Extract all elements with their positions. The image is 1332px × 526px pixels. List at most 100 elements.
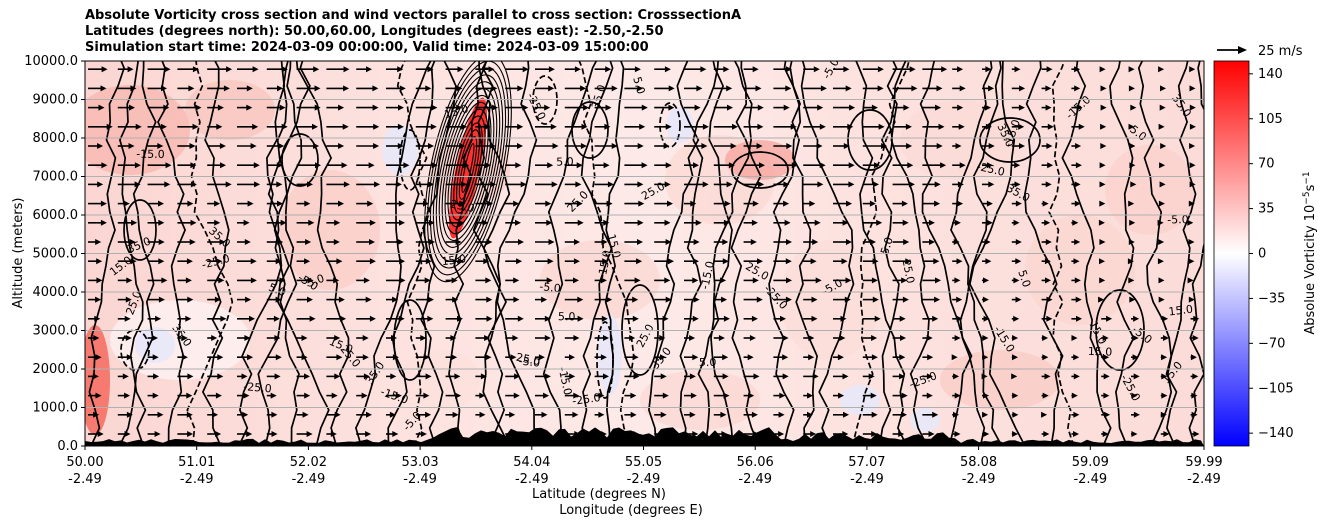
wind-vector-head [1159, 104, 1166, 111]
wind-vector-head [902, 219, 909, 226]
wind-vector-head [338, 296, 345, 303]
wind-vector-head [663, 143, 670, 149]
wind-vector-head [877, 66, 884, 73]
wind-vector-head [574, 66, 581, 73]
wind-vector-head [1189, 162, 1196, 169]
wind-vector-head [277, 85, 283, 92]
y-tick-label: 0.0 [57, 439, 78, 454]
wind-vector-head [573, 277, 579, 284]
wind-vector-head [694, 104, 701, 111]
wind-vector-head [782, 373, 789, 380]
wind-vector-head [782, 335, 789, 341]
wind-vector-head [1157, 258, 1164, 265]
wind-vector-head [254, 181, 261, 188]
wind-vector-head [458, 219, 465, 226]
wind-vector-head [747, 354, 754, 361]
wind-vector-head [429, 239, 436, 245]
wind-vector-head [750, 239, 757, 245]
wind-vector-head [692, 354, 699, 361]
contour-line-0 [88, 61, 126, 446]
wind-vector-head [957, 181, 964, 188]
wind-vector-head [785, 85, 792, 92]
wind-vector-head [1102, 431, 1109, 437]
vorticity-region-13 [640, 370, 760, 430]
wind-vector-head [1098, 296, 1105, 303]
wind-vector-head [956, 258, 963, 265]
vorticity-region-10 [1105, 145, 1195, 235]
wind-vector-head [1078, 123, 1085, 130]
wind-vector-head [662, 315, 669, 322]
wind-vector-head [871, 354, 878, 361]
wind-vector-head [629, 335, 636, 341]
wind-vector-head [343, 181, 350, 188]
wind-vector-head [1099, 181, 1106, 188]
wind-vector-head [953, 411, 959, 418]
wind-vector-head [1073, 373, 1080, 380]
plot-content: 5.015.025.035.0-5.0-15.0-25.05.015.025.0… [85, 61, 1204, 446]
wind-vector-head [546, 277, 553, 284]
wind-vector-head [807, 392, 814, 399]
contour-label-58: 25.0 [449, 198, 476, 216]
wind-vector-head [509, 411, 516, 418]
wind-vector-head [158, 239, 165, 245]
wind-vector-head [722, 354, 729, 361]
wind-vector-head [425, 411, 432, 418]
wind-vector-head [1047, 123, 1054, 130]
wind-vector-head [872, 258, 879, 265]
wind-vector-head [307, 277, 314, 284]
wind-vector-head [131, 219, 138, 226]
wind-vector-head [313, 143, 320, 149]
wind-vector-head [190, 162, 197, 169]
wind-vector-head [874, 162, 880, 169]
wind-vector-head [903, 104, 910, 111]
wind-vector-head [482, 219, 489, 226]
wind-vector-head [343, 85, 350, 92]
contour-label-34: -25.0 [571, 391, 601, 408]
wind-vector-head [134, 162, 141, 169]
wind-vector-head [848, 162, 855, 169]
wind-vector-head [456, 85, 463, 92]
wind-vector-head [361, 392, 368, 399]
wind-vector-head [928, 219, 935, 226]
wind-vector-head [724, 200, 731, 207]
wind-vector-head [374, 181, 381, 188]
wind-vector-head [215, 431, 222, 437]
wind-vector-head [951, 354, 958, 361]
wind-vector-head [928, 431, 935, 437]
wind-vector-head [392, 296, 399, 303]
wind-vector-head [461, 181, 468, 188]
wind-vector-head [1129, 162, 1136, 169]
wind-vector-head [1158, 277, 1165, 284]
wind-vector-head [338, 200, 344, 207]
wind-vector-head [189, 143, 196, 149]
wind-vector-head [397, 123, 404, 130]
wind-vector-head [420, 335, 427, 341]
wind-vector-head [692, 315, 699, 322]
wind-vector-head [277, 239, 284, 245]
wind-vector-head [693, 239, 700, 245]
wind-vector-head [871, 411, 878, 418]
wind-vector-head [988, 181, 995, 188]
wind-vector-head [518, 239, 524, 245]
wind-vector-head [812, 373, 819, 380]
wind-vector-head [695, 219, 702, 226]
contour-line-26 [710, 61, 753, 446]
wind-vector-head [785, 296, 792, 303]
wind-vector-head [306, 431, 313, 437]
wind-vector-head [1014, 66, 1021, 73]
wind-vector-head [186, 392, 193, 399]
wind-vector-head [399, 277, 406, 284]
wind-vector-head [936, 143, 943, 149]
x-tick-label-lon: -2.49 [515, 472, 549, 487]
wind-vector-head [1130, 104, 1137, 111]
wind-vector-head [1043, 431, 1050, 437]
wind-vector-head [1045, 104, 1052, 111]
wind-vector-head [752, 200, 759, 207]
contour-line-38 [969, 61, 1026, 446]
wind-vector-head [634, 66, 641, 73]
wind-vector-head [160, 123, 167, 130]
plot-area: 5.015.025.035.0-5.0-15.0-25.05.015.025.0… [85, 61, 1204, 446]
wind-vector-head [245, 296, 252, 303]
contour-label-56: 5.0 [267, 281, 288, 300]
wind-vector-head [134, 181, 141, 188]
